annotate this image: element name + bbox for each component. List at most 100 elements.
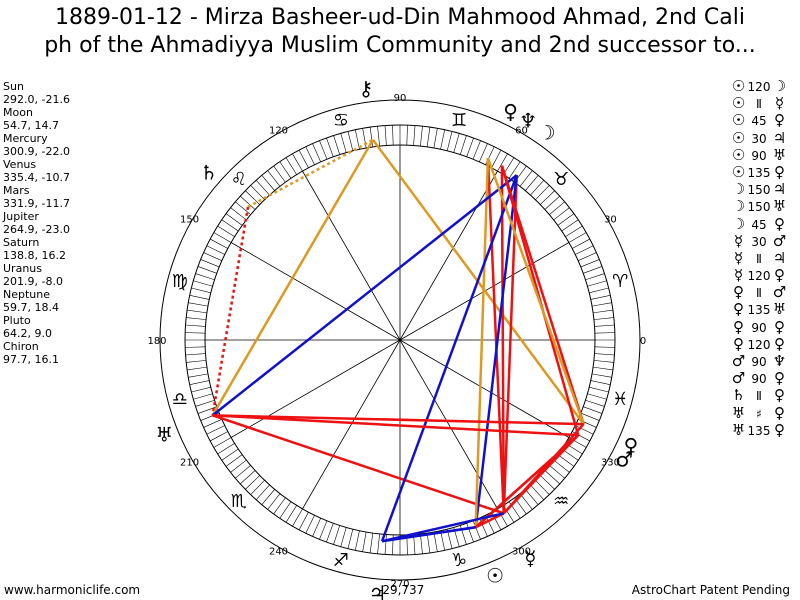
aspect-planet-b: ♆ <box>772 352 787 370</box>
aspect-planet-a: ♀ <box>733 283 744 302</box>
planet-name-chiron: Chiron <box>3 340 39 353</box>
zodiac-sign-glyph: ♍ <box>172 271 188 292</box>
degree-tick <box>221 448 239 461</box>
sign-divider-line <box>399 339 570 438</box>
planet-glyph-saturn: ♄ <box>200 161 218 185</box>
aspect-row: ☽ 45 ♀ <box>730 214 800 233</box>
aspect-planet-a: ♅ <box>731 403 746 422</box>
degree-tick <box>298 150 309 168</box>
aspect-planet-a: ☉ <box>731 128 746 147</box>
aspect-angle: Ⅱ <box>756 286 762 301</box>
degree-tick <box>189 380 210 385</box>
zodiac-sign-glyph: ♋ <box>333 110 349 131</box>
aspect-planet-b: ♅ <box>772 145 787 164</box>
aspect-row: ☿ Ⅱ ♃ <box>730 249 800 267</box>
degree-tick <box>267 493 281 510</box>
aspect-row: ☿ 30 ♂ <box>730 232 800 250</box>
degree-label: 330 <box>601 458 620 469</box>
degree-tick <box>561 219 579 232</box>
degree-tick <box>530 484 545 500</box>
degree-tick <box>186 360 207 363</box>
degree-tick <box>250 480 265 495</box>
planet-name-sun: Sun <box>3 80 24 93</box>
degree-tick <box>217 225 235 237</box>
degree-tick <box>267 170 281 187</box>
aspect-planet-b: ♀ <box>774 214 785 233</box>
aspect-angle: 45 <box>751 217 767 232</box>
degree-tick <box>525 489 539 505</box>
planet-position-mercury: 300.9, -22.0 <box>3 145 70 158</box>
aspect-planet-a: ♂ <box>731 369 746 388</box>
degree-tick <box>235 201 251 215</box>
degree-label: 30 <box>604 215 617 226</box>
aspect-angle: 135 <box>747 423 771 438</box>
degree-tick <box>203 419 222 428</box>
degree-tick <box>340 527 347 547</box>
aspect-planet-b: ♃ <box>772 180 787 199</box>
degree-tick <box>519 170 533 187</box>
aspect-planet-b: ☽ <box>772 77 787 95</box>
aspect-angle: 45 <box>751 114 767 129</box>
aspect-planet-a: ☉ <box>731 145 746 164</box>
planet-position-list: Sun 292.0, -21.6 Moon 54.7, 14.7 Mercury 300.… <box>3 80 123 366</box>
degree-tick <box>333 135 341 155</box>
degree-tick <box>583 406 603 414</box>
footer-website[interactable]: www.harmoniclife.com <box>4 583 141 597</box>
zodiac-sign-glyph: ♓ <box>612 389 628 410</box>
zodiac-sign-glyph: ♒ <box>553 491 569 512</box>
planet-name-venus: Venus <box>3 158 37 171</box>
degree-tick <box>392 125 394 146</box>
aspect-row: ♀ Ⅱ ♂ <box>730 284 800 301</box>
degree-tick <box>305 515 315 534</box>
aspect-planet-a: ♂ <box>731 352 746 370</box>
degree-tick <box>413 534 416 555</box>
degree-tick <box>572 238 590 249</box>
degree-tick <box>594 324 615 327</box>
aspect-angle: ♯ <box>756 406 762 421</box>
degree-tick <box>188 373 209 378</box>
zodiac-sign-glyph: ♈ <box>612 271 628 292</box>
degree-tick <box>326 523 334 543</box>
degree-tick <box>319 140 328 160</box>
aspect-line <box>212 414 579 437</box>
aspect-angle: 120 <box>747 337 771 352</box>
degree-tick <box>185 332 206 334</box>
planet-glyph-pluto: ♀ <box>503 99 518 123</box>
degree-tick <box>433 531 438 552</box>
degree-tick <box>426 533 431 553</box>
chart-title-line1: 1889-01-12 - Mirza Basheer-ud-Din Mahmoo… <box>55 5 745 30</box>
planet-position-neptune: 59.7, 18.4 <box>3 301 59 314</box>
degree-tick <box>285 157 297 175</box>
degree-tick <box>285 505 297 523</box>
zodiac-sign-glyph: ♏ <box>231 491 247 512</box>
aspect-line <box>500 165 505 514</box>
degree-tick <box>591 302 612 307</box>
degree-tick <box>279 501 292 519</box>
aspect-list: ☉ 120 ☽ ☉ Ⅱ ☿ ☉ 45 ♀ ☉ 30 ♃ ☉ 90 ♅ ☉ 135 ♀ ☽ 150 ♃ ☽ 150 ♅ ☽ 45 ♀ ☿… <box>730 77 800 439</box>
degree-tick <box>585 273 605 281</box>
aspect-line <box>474 158 490 528</box>
planet-name-saturn: Saturn <box>3 236 40 249</box>
degree-tick <box>446 131 453 151</box>
planet-name-pluto: Pluto <box>3 314 31 327</box>
degree-tick <box>210 238 228 249</box>
aspect-line <box>474 434 580 529</box>
planet-glyph-venus: ♀ <box>624 434 639 458</box>
sign-divider-line <box>230 339 401 438</box>
aspect-planet-b: ♀ <box>774 162 785 181</box>
sign-divider-line <box>399 170 498 341</box>
aspect-row: ☽ 150 ♅ <box>730 198 800 215</box>
degree-tick <box>384 125 387 146</box>
degree-label: 0 <box>640 336 646 347</box>
aspect-row: ☉ 120 ☽ <box>730 77 800 95</box>
aspect-row: ☉ Ⅱ ☿ <box>730 94 800 112</box>
degree-tick <box>466 523 474 543</box>
degree-tick <box>497 153 508 172</box>
aspect-row: ☿ 120 ♀ <box>730 266 800 284</box>
planet-glyph-moon: ☽ <box>538 121 556 145</box>
aspect-planet-a: ☉ <box>731 77 746 95</box>
aspect-row: ☽ 150 ♃ <box>730 180 800 199</box>
planet-name-jupiter: Jupiter <box>3 210 39 223</box>
planet-position-moon: 54.7, 14.7 <box>3 119 59 132</box>
